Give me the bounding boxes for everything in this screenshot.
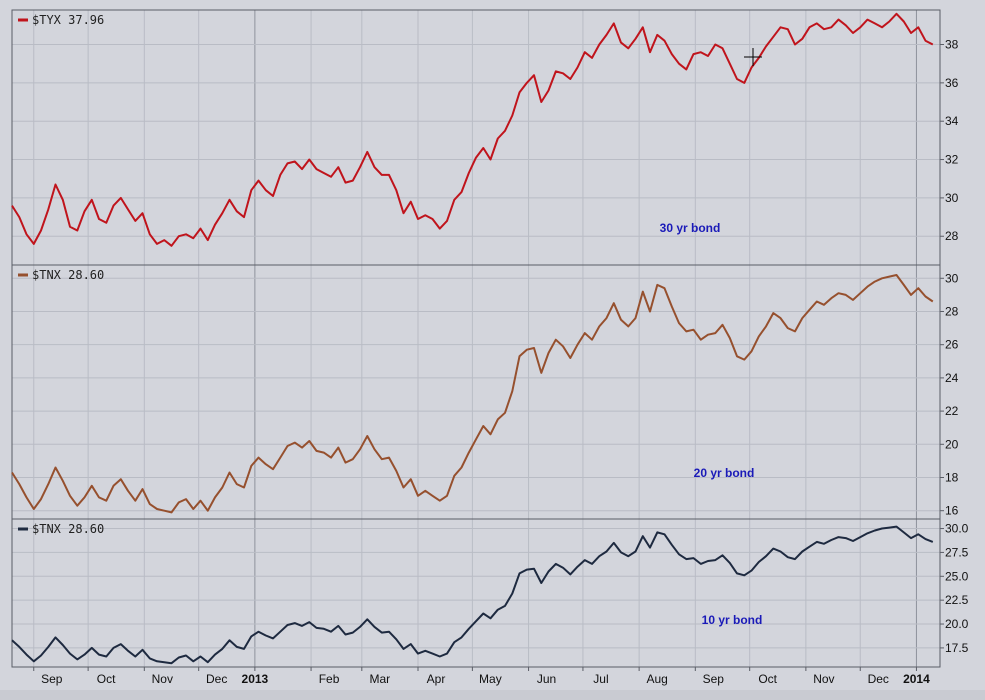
x-tick-label: 2013 (242, 672, 269, 686)
y-tick-label: 28 (945, 229, 959, 243)
y-tick-label: 25.0 (945, 569, 969, 583)
y-tick-label: 30 (945, 191, 959, 205)
y-tick-label: 24 (945, 371, 959, 385)
series-line-3 (11, 525, 934, 665)
y-tick-label: 16 (945, 504, 959, 518)
y-tick-label: 30 (945, 271, 959, 285)
y-tick-label: 30.0 (945, 522, 969, 536)
legend-label: $TNX 28.60 (32, 268, 104, 282)
y-tick-label: 18 (945, 470, 959, 484)
x-tick-label: Jul (593, 672, 608, 686)
panel-annotation: 20 yr bond (694, 466, 755, 480)
y-tick-label: 36 (945, 76, 959, 90)
y-tick-label: 17.5 (945, 641, 969, 655)
series-line-2 (11, 274, 934, 514)
x-tick-label: Nov (152, 672, 173, 686)
y-tick-label: 20.0 (945, 617, 969, 631)
x-tick-label: Dec (206, 672, 227, 686)
x-tick-label: Jun (537, 672, 556, 686)
x-tick-label: Oct (758, 672, 777, 686)
y-tick-label: 26 (945, 338, 959, 352)
x-tick-label: Aug (646, 672, 667, 686)
y-tick-label: 27.5 (945, 545, 969, 559)
series-line-1 (11, 12, 934, 247)
x-tick-label: 2014 (903, 672, 930, 686)
x-tick-label: Apr (427, 672, 446, 686)
y-tick-label: 32 (945, 153, 959, 167)
legend-label: $TNX 28.60 (32, 522, 104, 536)
panel-annotation: 10 yr bond (702, 613, 763, 627)
y-tick-label: 38 (945, 38, 959, 52)
x-tick-label: Dec (868, 672, 889, 686)
y-tick-label: 34 (945, 114, 959, 128)
x-tick-label: Feb (319, 672, 340, 686)
x-tick-label: May (479, 672, 502, 686)
legend-label: $TYX 37.96 (32, 13, 104, 27)
x-tick-label: Sep (703, 672, 725, 686)
y-tick-label: 22 (945, 404, 959, 418)
y-tick-label: 20 (945, 437, 959, 451)
x-tick-label: Oct (97, 672, 116, 686)
y-tick-label: 28 (945, 304, 959, 318)
x-tick-label: Mar (369, 672, 390, 686)
panel-annotation: 30 yr bond (660, 221, 721, 235)
bottom-strip (0, 690, 985, 700)
x-tick-label: Nov (813, 672, 834, 686)
x-tick-label: Sep (41, 672, 63, 686)
y-tick-label: 22.5 (945, 593, 969, 607)
